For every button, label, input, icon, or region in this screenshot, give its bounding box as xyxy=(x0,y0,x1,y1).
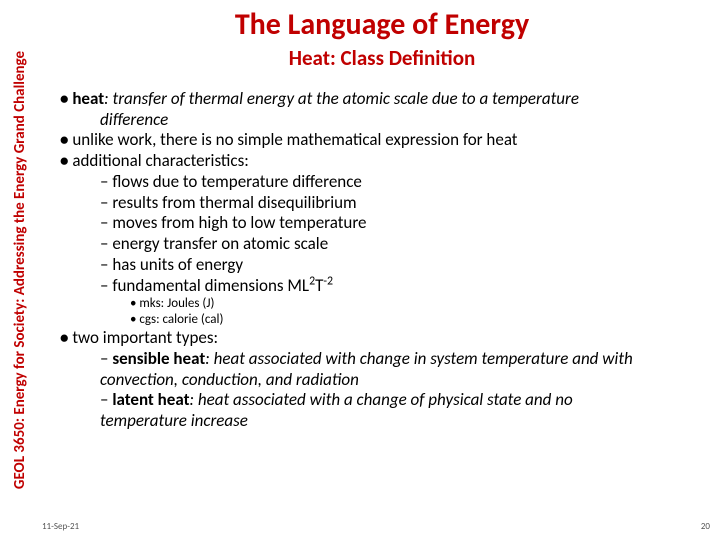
dim-sup2: -2 xyxy=(323,274,333,288)
def-sensible-line2: convection, conduction, and radiation xyxy=(100,370,708,391)
text-types: two important types: xyxy=(72,327,218,348)
slide: GEOL 3650: Energy for Society: Addressin… xyxy=(0,0,720,540)
text-unit-calorie: cgs: calorie (cal) xyxy=(139,312,223,327)
footer-page-number: 20 xyxy=(701,521,710,532)
text-unit-joules: mks: Joules (J) xyxy=(139,296,214,311)
char-atomic-scale: energy transfer on atomic scale xyxy=(100,234,708,255)
slide-body: heat: transfer of thermal energy at the … xyxy=(56,89,708,432)
def-latent-line2: temperature increase xyxy=(100,411,708,432)
content-area: The Language of Energy Heat: Class Defin… xyxy=(56,6,708,516)
bullet-heat-def: heat: transfer of thermal energy at the … xyxy=(60,89,708,110)
footer-date: 11-Sep-21 xyxy=(42,521,79,532)
term-latent: latent heat xyxy=(112,389,189,410)
char-flows: flows due to temperature difference xyxy=(100,172,708,193)
slide-title: The Language of Energy xyxy=(56,6,708,43)
term-heat: heat xyxy=(72,88,104,109)
slide-subtitle: Heat: Class Definition xyxy=(56,45,708,71)
text-char-high-low: moves from high to low temperature xyxy=(112,212,366,233)
def-latent-line1: : heat associated with a change of physi… xyxy=(189,389,572,410)
term-sensible: sensible heat xyxy=(112,348,205,369)
text-characteristics: additional characteristics: xyxy=(72,150,248,171)
heat-def-line1: : transfer of thermal energy at the atom… xyxy=(104,88,579,109)
bullet-characteristics: additional characteristics: xyxy=(60,151,708,172)
bullet-types: two important types: xyxy=(60,328,708,349)
char-disequilibrium: results from thermal disequilibrium xyxy=(100,193,708,214)
text-no-expression: unlike work, there is no simple mathemat… xyxy=(72,129,517,150)
char-dimensions: fundamental dimensions ML2T-2 xyxy=(100,276,708,297)
text-char-flows: flows due to temperature difference xyxy=(112,171,362,192)
bullet-no-expression: unlike work, there is no simple mathemat… xyxy=(60,130,708,151)
course-label: GEOL 3650: Energy for Society: Addressin… xyxy=(11,51,29,489)
text-char-units: has units of energy xyxy=(112,254,243,275)
char-high-to-low: moves from high to low temperature xyxy=(100,213,708,234)
unit-calorie: cgs: calorie (cal) xyxy=(130,312,708,328)
dim-pre: fundamental dimensions ML xyxy=(112,275,309,296)
text-char-diseq: results from thermal disequilibrium xyxy=(112,192,356,213)
char-units-energy: has units of energy xyxy=(100,255,708,276)
text-char-atomic: energy transfer on atomic scale xyxy=(112,233,328,254)
heat-def-line2: difference xyxy=(100,110,708,131)
sidebar: GEOL 3650: Energy for Society: Addressin… xyxy=(6,0,34,540)
type-sensible: sensible heat: heat associated with chan… xyxy=(100,349,708,370)
unit-joules: mks: Joules (J) xyxy=(130,296,708,312)
def-sensible-line1: : heat associated with change in system … xyxy=(205,348,633,369)
type-latent: latent heat: heat associated with a chan… xyxy=(100,390,708,411)
